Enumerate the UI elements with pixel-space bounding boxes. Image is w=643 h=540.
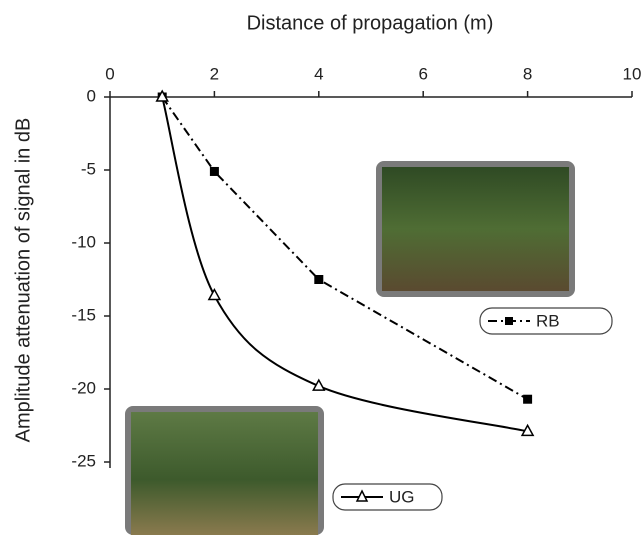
legend-box [479,307,613,335]
legend-label: UG [389,487,415,506]
photo-ug [131,412,318,535]
point [155,89,169,102]
series-line [161,96,529,401]
y-tick-label: -25 [71,451,96,470]
point [523,394,533,404]
legend-marker [505,317,513,325]
series-line [161,96,528,433]
y-tick-label: -20 [71,378,96,397]
x-tick-label: 8 [523,64,532,83]
y-axis-title: Amplitude attenuation of signal in dB [12,118,34,443]
point [314,275,324,284]
point [207,288,222,301]
plot: 0 2 4 6 8 10 0 -5 -10 -15 -20 -25 RB UG [71,64,642,511]
x-axis-title: Distance of propagation (m) [247,12,494,34]
y-tick-label: -15 [71,305,96,324]
y-tick-label: -10 [71,232,96,251]
y-tick-label: 0 [87,86,96,105]
x-tick-label: 10 [623,64,642,83]
point [209,166,219,176]
legend-marker [355,489,369,502]
legend-label: RB [536,311,560,330]
x-tick-label: 4 [314,64,323,83]
y-tick-label: -5 [81,159,96,178]
photo-rb [382,167,569,291]
legend-box [332,483,443,511]
x-tick-label: 6 [418,64,427,83]
x-tick-label: 0 [105,64,114,83]
point [520,423,535,437]
x-tick-label: 2 [210,64,219,83]
point [312,378,326,391]
